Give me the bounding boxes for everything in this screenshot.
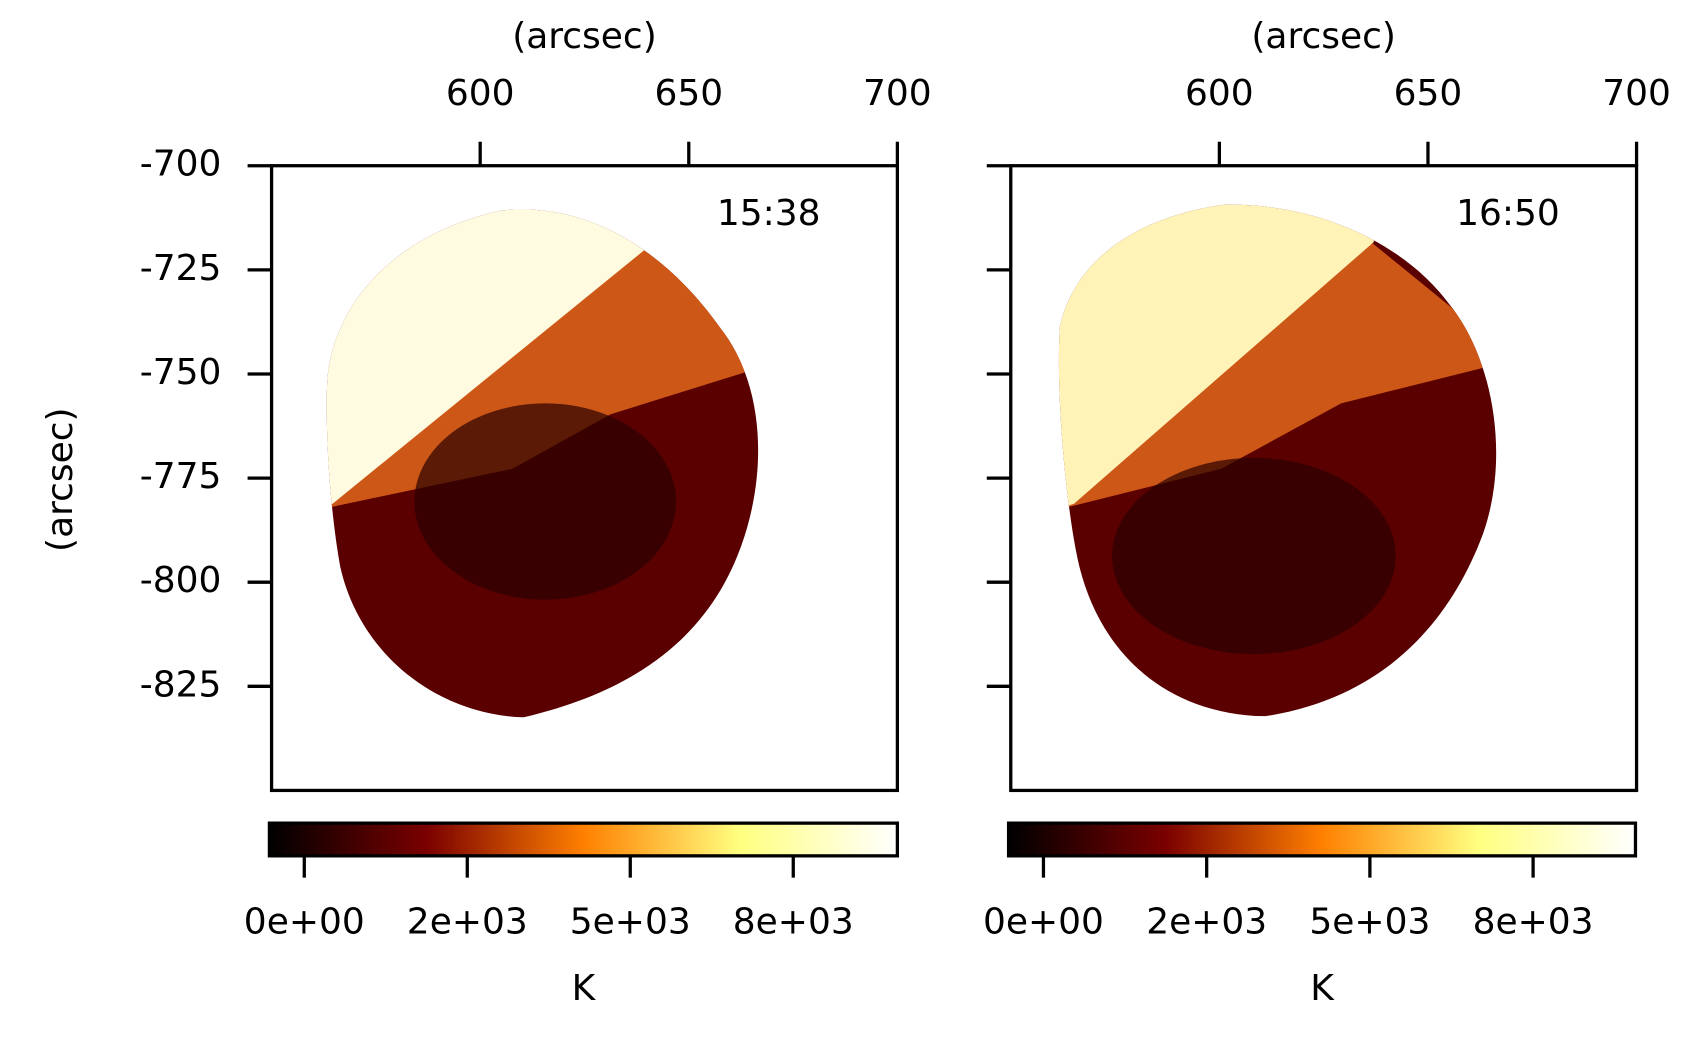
colorbar-label: K bbox=[572, 968, 597, 1009]
heatmap-image bbox=[326, 204, 1497, 718]
colorbar-label: K bbox=[1310, 968, 1335, 1009]
y-tick-label: -800 bbox=[140, 560, 222, 601]
y-tick-label: -825 bbox=[140, 664, 222, 705]
y-tick-label: -700 bbox=[140, 144, 222, 185]
colorbar-tick-label: 5e+03 bbox=[1309, 901, 1430, 942]
colorbar bbox=[1008, 823, 1636, 856]
colorbar-tick-label: 2e+03 bbox=[1146, 901, 1267, 942]
x-tick-label: 700 bbox=[1602, 73, 1671, 114]
x-axis-label: (arcsec) bbox=[1251, 16, 1396, 57]
y-tick-label: -725 bbox=[140, 248, 222, 289]
x-axis-label: (arcsec) bbox=[512, 16, 657, 57]
colorbar-tick-label: 0e+00 bbox=[244, 901, 365, 942]
colorbar-tick-label: 8e+03 bbox=[733, 901, 854, 942]
colorbar-frame bbox=[1006, 821, 1638, 858]
x-tick-label: 600 bbox=[1185, 73, 1254, 114]
colorbar-tick-label: 0e+00 bbox=[983, 901, 1104, 942]
colorbar-frame bbox=[267, 821, 900, 858]
time-annotation: 16:50 bbox=[1456, 193, 1560, 234]
x-tick-label: 700 bbox=[863, 73, 932, 114]
colorbar-tick-label: 2e+03 bbox=[407, 901, 528, 942]
time-annotation: 15:38 bbox=[717, 193, 821, 234]
colorbar-tick-label: 5e+03 bbox=[570, 901, 691, 942]
y-tick-label: -775 bbox=[140, 456, 222, 497]
x-tick-label: 600 bbox=[446, 73, 515, 114]
y-axis-label: (arcsec) bbox=[40, 407, 81, 552]
colorbar-tick-label: 8e+03 bbox=[1473, 901, 1594, 942]
x-tick-label: 650 bbox=[654, 73, 723, 114]
colorbar bbox=[269, 823, 898, 856]
y-tick-label: -750 bbox=[140, 352, 222, 393]
x-tick-label: 650 bbox=[1394, 73, 1463, 114]
